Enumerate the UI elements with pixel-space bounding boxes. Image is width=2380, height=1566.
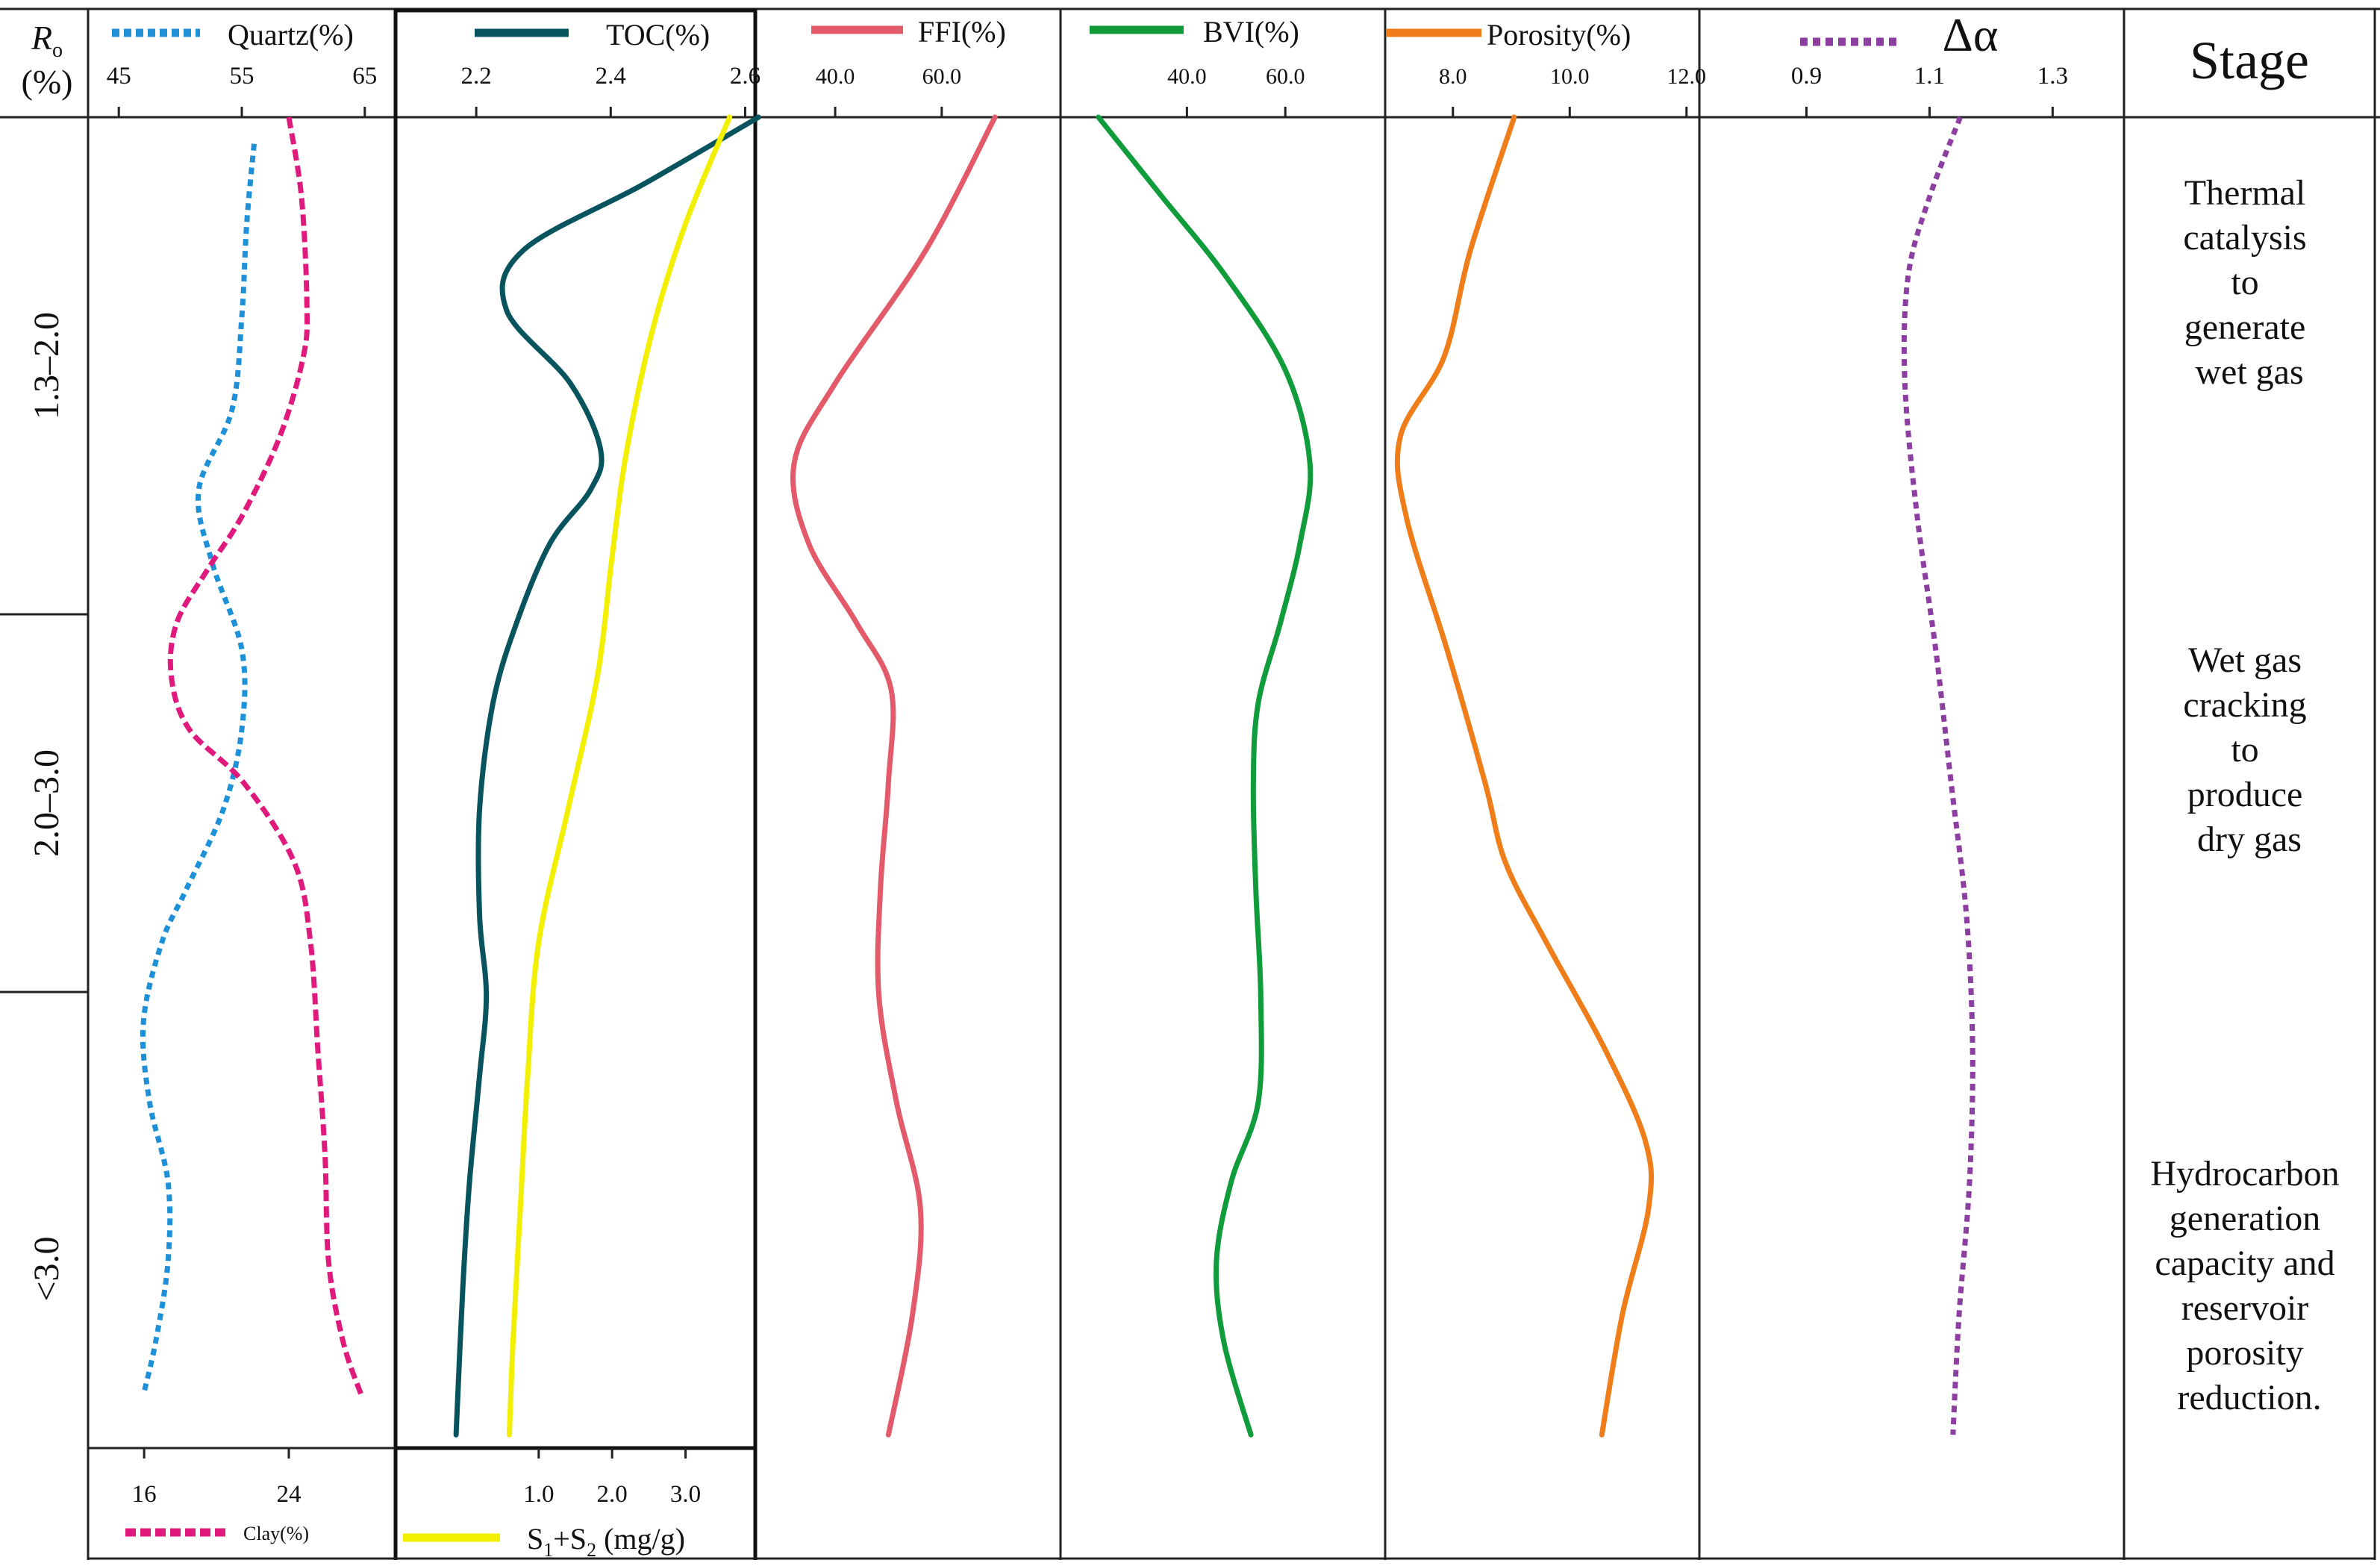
- s-s-mg-g-tick-label-2: 3.0: [670, 1481, 701, 1508]
- bvi-tick-label-1: 60.0: [1266, 64, 1305, 89]
- interval-label-3: <3.0: [27, 1236, 66, 1301]
- ro-axis-label: Ro: [31, 19, 63, 62]
- s-s-mg-g-tick-label-1: 2.0: [597, 1481, 628, 1508]
- ro-axis-unit: (%): [22, 63, 73, 101]
- ffi-legend-label: FFI(%): [918, 15, 1006, 49]
- stage-1-text: Thermal catalysis to generate wet gas: [2183, 173, 2315, 392]
- toc-legend-label: TOC(%): [606, 18, 710, 52]
- chart-marks: 45 55 65 16 24 2.2 2.4 2.6 1.0 2.0 3.0 40.0 60.0 40.0…: [107, 63, 2068, 1508]
- stage-2-text: Wet gas cracking to produce dry gas: [2183, 640, 2315, 859]
- s-s-mg-g-tick-label-0: 1.0: [523, 1481, 554, 1508]
- series-tick-label-1: 1.1: [1914, 63, 1945, 90]
- toc-curve: [453, 114, 761, 1438]
- interval-label-1: 1.3–2.0: [27, 312, 66, 419]
- toc-tick-label-2: 2.6: [730, 63, 760, 90]
- toc-tick-label-1: 2.4: [596, 63, 626, 90]
- ffi-tick-label-0: 40.0: [816, 64, 855, 89]
- track1-header: Quartz(%): [112, 18, 354, 52]
- clay-legend-label: Clay(%): [243, 1523, 309, 1544]
- bvi-legend-label: BVI(%): [1203, 15, 1299, 49]
- series-tick-label-2: 1.3: [2037, 63, 2068, 90]
- track2-header: TOC(%): [475, 18, 710, 52]
- porosity-tick-label-2: 12.0: [1667, 64, 1707, 89]
- series-tick-label-0: 0.9: [1791, 63, 1822, 90]
- track1-bottom-legend: Clay(%): [125, 1523, 309, 1544]
- s-s-mg-g-curve: [507, 114, 733, 1438]
- toc-tick-label-0: 2.2: [460, 63, 491, 90]
- clay-curve: [167, 116, 364, 1396]
- quartz-tick-label-1: 55: [230, 63, 254, 90]
- porosity-tick-label-0: 8.0: [1439, 64, 1467, 89]
- ffi-tick-label-1: 60.0: [922, 64, 962, 89]
- track5-header: Porosity(%): [1387, 18, 1631, 52]
- quartz-legend-label: Quartz(%): [228, 18, 354, 52]
- s1s2-legend-label: S1+S2 (mg/g): [527, 1522, 685, 1561]
- stage-column: Stage Thermal catalysis to generate wet …: [2150, 31, 2348, 1417]
- stage-header: Stage: [2190, 31, 2309, 90]
- track2-bottom-legend: S1+S2 (mg/g): [403, 1522, 685, 1561]
- bvi-curve: [1096, 114, 1314, 1438]
- porosity-curve: [1394, 114, 1655, 1438]
- clay-tick-label-1: 24: [277, 1481, 302, 1508]
- clay-tick-label-0: 16: [132, 1481, 157, 1508]
- delta-alpha-legend-label: Δα: [1943, 8, 1999, 61]
- stage-3-text: Hydrocarbon generation capacity and rese…: [2150, 1154, 2348, 1417]
- track-borders: [88, 8, 2376, 1560]
- quartz-tick-label-0: 45: [107, 63, 131, 90]
- bvi-tick-label-0: 40.0: [1167, 64, 1207, 89]
- ffi-curve: [790, 114, 998, 1438]
- porosity-legend-label: Porosity(%): [1487, 18, 1631, 52]
- track3-header: FFI(%): [811, 15, 1006, 49]
- quartz-tick-label-2: 65: [352, 63, 377, 90]
- porosity-tick-label-1: 10.0: [1550, 64, 1590, 89]
- track6-header: Δα: [1800, 8, 1998, 61]
- depth-axis-column: Ro (%) 1.3–2.0 2.0–3.0 <3.0: [0, 9, 90, 1560]
- track4-header: BVI(%): [1090, 15, 1299, 49]
- interval-label-2: 2.0–3.0: [27, 749, 66, 857]
